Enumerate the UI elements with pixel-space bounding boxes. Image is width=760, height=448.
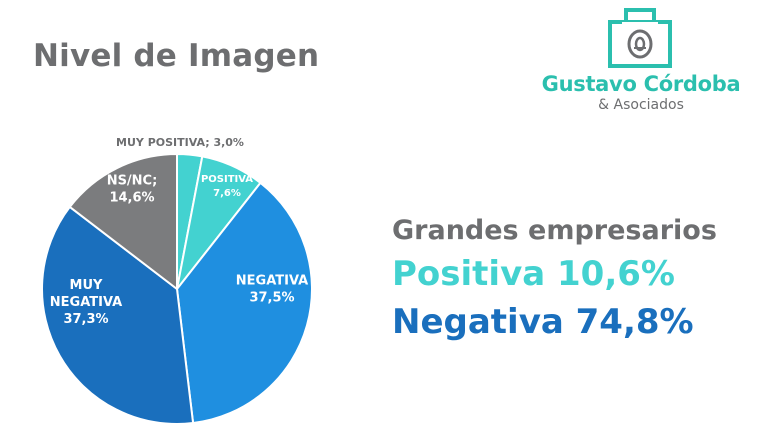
summary-group: Grandes empresarios bbox=[392, 215, 717, 246]
logo: Gustavo Córdoba & Asociados bbox=[536, 8, 746, 118]
slice-label-line: 37,5% bbox=[249, 291, 294, 306]
ballot-box-icon bbox=[608, 8, 672, 68]
slice-label: NEGATIVA 37,5% bbox=[236, 274, 308, 306]
slice-label-line: NS/NC; bbox=[107, 174, 158, 189]
slice-label-line: 14,6% bbox=[109, 191, 154, 206]
summary-negative: Negativa 74,8% bbox=[392, 302, 694, 342]
logo-subtitle: & Asociados bbox=[598, 97, 684, 113]
pie-slice bbox=[41, 205, 195, 425]
slice-label: NS/NC; 14,6% bbox=[107, 174, 158, 206]
slice-label-line: NEGATIVA bbox=[50, 295, 122, 310]
slice-label-line: 37,3% bbox=[63, 312, 108, 327]
slice-label-line: 7,6% bbox=[213, 188, 241, 199]
logo-name: Gustavo Córdoba bbox=[541, 72, 741, 96]
slice-label: MUY POSITIVA; 3,0% bbox=[116, 136, 244, 149]
slice-label-line: MUY bbox=[70, 278, 103, 293]
pie-chart: MUY POSITIVA; 3,0% POSITIVA 7,6% NEGATIVA 37… bbox=[41, 136, 313, 425]
pie-slice bbox=[175, 181, 313, 425]
slice-label: POSITIVA 7,6% bbox=[201, 174, 253, 199]
slice-label-line: NEGATIVA bbox=[236, 274, 308, 289]
slice-label-line: POSITIVA bbox=[201, 174, 253, 185]
slice-label-line: MUY POSITIVA; 3,0% bbox=[116, 136, 244, 149]
page-title: Nivel de Imagen bbox=[33, 38, 320, 74]
pie-slice bbox=[68, 152, 178, 292]
slice-label: MUY NEGATIVA 37,3% bbox=[50, 278, 122, 327]
summary-positive: Positiva 10,6% bbox=[392, 254, 675, 294]
